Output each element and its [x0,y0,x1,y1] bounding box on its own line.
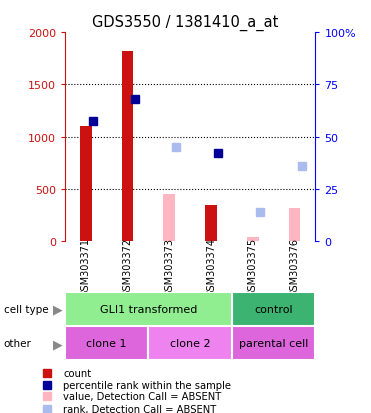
Text: ▶: ▶ [53,337,62,350]
Text: other: other [4,339,32,349]
Text: GLI1 transformed: GLI1 transformed [100,304,197,314]
Text: GDS3550 / 1381410_a_at: GDS3550 / 1381410_a_at [92,14,279,31]
Bar [247,237,259,242]
Bar [80,127,92,242]
Text: clone 1: clone 1 [86,338,127,348]
Text: value, Detection Call = ABSENT: value, Detection Call = ABSENT [63,392,221,401]
Bar [205,205,217,242]
Text: percentile rank within the sample: percentile rank within the sample [63,380,231,390]
Text: GSM303375: GSM303375 [248,237,258,296]
Text: parental cell: parental cell [239,338,308,348]
Bar [163,195,175,242]
Text: cell type: cell type [4,304,48,314]
Text: clone 2: clone 2 [170,338,210,348]
Text: count: count [63,368,91,378]
Bar [232,326,315,360]
Text: GSM303376: GSM303376 [289,237,299,296]
Bar [122,52,134,242]
Bar [148,326,232,360]
Text: rank, Detection Call = ABSENT: rank, Detection Call = ABSENT [63,404,216,413]
Bar [65,326,148,360]
Text: ▶: ▶ [53,303,62,316]
Text: control: control [254,304,293,314]
Bar [289,208,300,242]
Text: GSM303371: GSM303371 [81,237,91,296]
Bar [65,292,232,326]
Text: GSM303374: GSM303374 [206,237,216,296]
Bar [232,292,315,326]
Text: GSM303373: GSM303373 [164,237,174,296]
Text: GSM303372: GSM303372 [122,237,132,296]
